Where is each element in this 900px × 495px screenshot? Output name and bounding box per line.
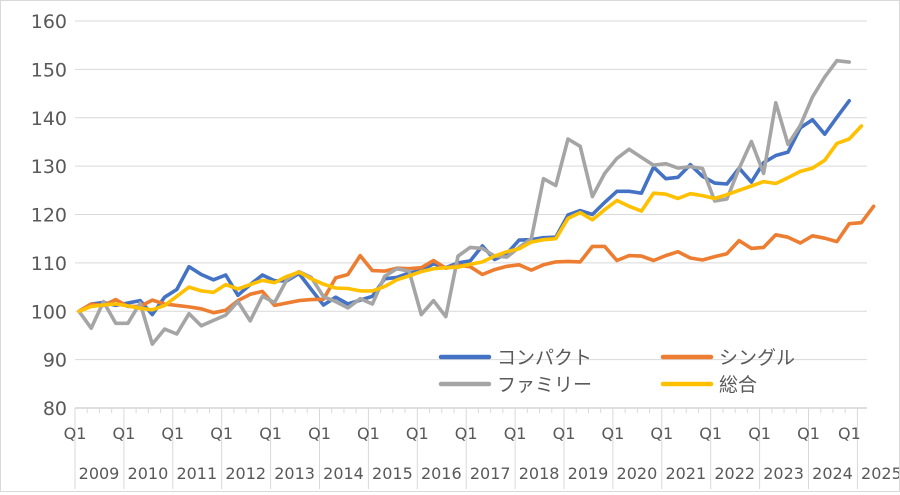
x-year-label: 2020 bbox=[617, 464, 658, 483]
x-year-label: 2015 bbox=[372, 464, 413, 483]
series-line bbox=[77, 58, 852, 346]
y-tick-label: 130 bbox=[31, 156, 67, 178]
x-tick-label-q1: Q1 bbox=[161, 424, 184, 443]
x-year-label: 2013 bbox=[274, 464, 315, 483]
y-tick-label: 120 bbox=[31, 205, 67, 227]
x-year-label: 2022 bbox=[714, 464, 755, 483]
x-year-label: 2011 bbox=[176, 464, 217, 483]
y-tick-label: 110 bbox=[31, 253, 67, 275]
x-year-label: 2010 bbox=[128, 464, 169, 483]
legend-label: コンパクト bbox=[497, 347, 592, 369]
x-tick-label-q1: Q1 bbox=[64, 424, 87, 443]
x-tick-label-q1: Q1 bbox=[308, 424, 331, 443]
x-tick-label-q1: Q1 bbox=[357, 424, 380, 443]
series-lines bbox=[77, 58, 876, 346]
x-tick-label-q1: Q1 bbox=[650, 424, 673, 443]
x-year-label: 2017 bbox=[470, 464, 511, 483]
x-tick-label-q1: Q1 bbox=[797, 424, 820, 443]
legend-label: 総合 bbox=[719, 374, 757, 396]
series-line bbox=[77, 124, 864, 314]
y-tick-label: 150 bbox=[31, 59, 67, 81]
series-line bbox=[77, 204, 876, 315]
x-tick-label-q1: Q1 bbox=[113, 424, 136, 443]
y-tick-label: 140 bbox=[31, 108, 67, 130]
legend-label: シングル bbox=[719, 347, 795, 369]
x-tick-label-q1: Q1 bbox=[748, 424, 771, 443]
y-tick-label: 80 bbox=[43, 398, 67, 420]
x-tick-label-q1: Q1 bbox=[406, 424, 429, 443]
x-tick-label-q1: Q1 bbox=[553, 424, 576, 443]
y-tick-label: 160 bbox=[31, 11, 67, 33]
x-year-label: 2021 bbox=[665, 464, 706, 483]
x-tick-label-q1: Q1 bbox=[602, 424, 625, 443]
y-tick-label: 100 bbox=[31, 301, 67, 323]
x-year-label: 2016 bbox=[421, 464, 462, 483]
x-tick-label-q1: Q1 bbox=[259, 424, 282, 443]
legend-label: ファミリー bbox=[497, 374, 592, 396]
x-year-label: 2014 bbox=[323, 464, 364, 483]
x-year-label: 2025 bbox=[861, 464, 899, 483]
x-tick-label-q1: Q1 bbox=[838, 424, 861, 443]
series-line bbox=[77, 99, 852, 317]
x-year-label: 2019 bbox=[568, 464, 609, 483]
x-year-label: 2024 bbox=[812, 464, 853, 483]
x-axis: Q1 2009 Q1 2010 Q1 2011 Q1 2012 Q1 2013 Q1 2014 Q1 20… bbox=[64, 407, 900, 489]
y-tick-label: 90 bbox=[43, 350, 67, 372]
x-tick-label-q1: Q1 bbox=[504, 424, 527, 443]
x-tick-label-q1: Q1 bbox=[699, 424, 722, 443]
x-tick-label-q1: Q1 bbox=[455, 424, 478, 443]
y-axis: 80 90 100 110 120 130 140 150 160 bbox=[31, 11, 67, 420]
x-year-label: 2018 bbox=[519, 464, 560, 483]
x-tick-label-q1: Q1 bbox=[210, 424, 233, 443]
x-year-label: 2009 bbox=[79, 464, 120, 483]
x-year-label: 2012 bbox=[225, 464, 266, 483]
x-year-label: 2023 bbox=[763, 464, 804, 483]
